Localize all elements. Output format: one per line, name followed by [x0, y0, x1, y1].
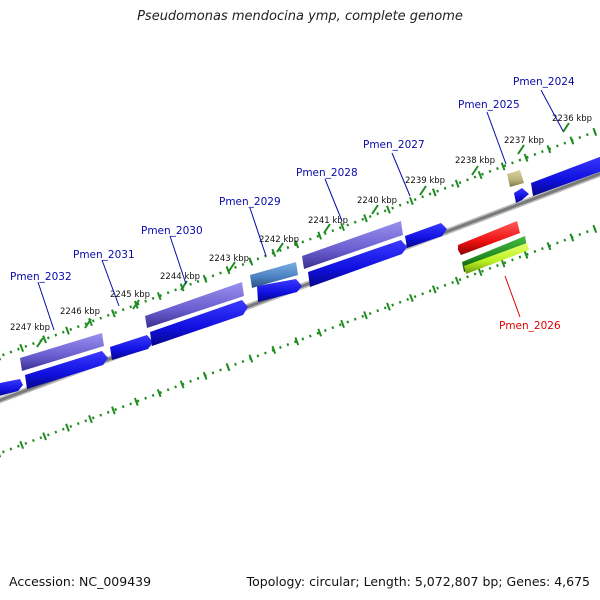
ruler-tick-mark — [386, 302, 391, 311]
tick-label-2241: 2241 kbp — [308, 216, 348, 226]
gene-label-pmen-2025[interactable]: Pmen_2025 — [458, 99, 520, 111]
ruler-tick-mark — [202, 274, 208, 283]
ruler-tick-mark — [19, 343, 25, 353]
ruler-tick-mark — [500, 259, 506, 268]
gene-bar-pmen-2029[interactable] — [250, 262, 298, 288]
ruler-tick-mark — [248, 257, 254, 266]
gene-bar-pmen-2028[interactable] — [302, 221, 403, 269]
ruler-tick-mark — [179, 380, 185, 389]
gene-label-pmen-2024[interactable]: Pmen_2024 — [513, 76, 575, 88]
tick-label-2238: 2238 kbp — [455, 156, 495, 166]
ruler-tick-mark — [546, 145, 552, 154]
ruler-tick-mark — [523, 153, 529, 162]
tick-label-2244: 2244 kbp — [160, 272, 200, 282]
ruler-tick-mark — [409, 196, 414, 206]
ruler-tick-mark — [592, 224, 598, 233]
ruler-tick-mark — [248, 354, 254, 363]
ruler-tick-mark — [569, 233, 575, 242]
ruler-tick-mark — [592, 127, 598, 136]
ruler-tick-mark — [271, 248, 277, 257]
gene-bar-pmen-2025[interactable] — [507, 170, 524, 187]
gene-label-pmen-2029[interactable]: Pmen_2029 — [219, 196, 281, 208]
ruler-tick-mark — [156, 291, 162, 301]
tick-label-2240: 2240 kbp — [357, 196, 397, 206]
ruler-tick-mark — [340, 222, 345, 232]
ruler-tick-mark — [500, 162, 506, 171]
tick-label-2239: 2239 kbp — [405, 176, 445, 186]
gene-labels: Pmen_2024 Pmen_2025 Pmen_2026 Pmen_2027 … — [10, 76, 575, 332]
ruler-tick-mark — [156, 388, 162, 398]
cds-arrow[interactable] — [514, 188, 529, 203]
tick-label-2236: 2236 kbp — [552, 114, 592, 124]
ruler-tick-mark — [42, 432, 47, 441]
ruler-tick-mark — [133, 397, 139, 406]
inner-ruler-major-ticks — [0, 224, 598, 458]
ruler-tick-mark — [569, 136, 575, 145]
gene-label-pmen-2031[interactable]: Pmen_2031 — [73, 249, 135, 261]
highlight-red-arrow[interactable] — [458, 221, 520, 255]
ruler-tick-mark — [454, 276, 460, 285]
cds-arrow[interactable] — [257, 279, 302, 302]
ruler-tick-mark — [202, 371, 208, 380]
gene-label-pmen-2026[interactable]: Pmen_2026 — [499, 320, 561, 332]
ruler-tick-mark — [431, 285, 437, 294]
cds-arrow[interactable] — [531, 155, 600, 196]
cds-arrow[interactable] — [110, 335, 153, 360]
ruler-tick-mark — [65, 326, 70, 335]
tick-label-2246: 2246 kbp — [60, 307, 100, 317]
ruler-tick-mark — [111, 309, 116, 318]
ruler-tick-mark — [386, 205, 391, 214]
tick-label-2243: 2243 kbp — [209, 254, 249, 264]
gene-bar-pmen-2030[interactable] — [145, 282, 244, 328]
ruler-tick-mark — [546, 242, 552, 251]
gene-label-pmen-2032[interactable]: Pmen_2032 — [10, 271, 72, 283]
ruler-tick-mark — [225, 266, 231, 275]
ruler-tick-mark — [65, 423, 70, 432]
cds-arrow[interactable] — [405, 223, 447, 248]
highlight-gene-stack — [458, 221, 529, 274]
ruler-tick-mark — [19, 440, 25, 450]
ruler-tick-mark — [42, 335, 47, 344]
gene-label-pmen-2030[interactable]: Pmen_2030 — [141, 225, 203, 237]
map-title: Pseudomonas mendocina ymp, complete geno… — [137, 9, 463, 24]
ruler-tick-mark — [88, 414, 93, 424]
tick-label-2237: 2237 kbp — [504, 136, 544, 146]
ruler-tick-mark — [477, 267, 483, 277]
tick-label-2247: 2247 kbp — [10, 323, 50, 333]
ruler-tick-mark — [111, 406, 116, 415]
gene-label-pmen-2028[interactable]: Pmen_2028 — [296, 167, 358, 179]
gene-features — [20, 170, 524, 371]
ruler-tick-mark — [363, 214, 368, 223]
ruler-tick-mark — [340, 319, 345, 329]
ruler-tick-mark — [523, 250, 529, 259]
cds-arrow[interactable] — [25, 351, 108, 389]
tick-labels: 2236 kbp 2237 kbp 2238 kbp 2239 kbp 2240… — [10, 114, 592, 348]
ruler-tick-mark — [317, 328, 323, 337]
cds-features — [0, 155, 600, 397]
highlight-yellow-bar[interactable] — [464, 243, 529, 274]
genome-summary: Topology: circular; Length: 5,072,807 bp… — [246, 574, 590, 589]
cds-arrow[interactable] — [308, 240, 407, 287]
ruler-tick-mark — [431, 188, 437, 197]
ruler-tick-mark — [317, 231, 323, 240]
cds-arrow[interactable] — [150, 300, 248, 346]
ruler-tick-mark — [294, 240, 300, 249]
ruler-tick-mark — [271, 345, 277, 354]
ruler-tick-mark — [477, 170, 483, 180]
accession-label: Accession: NC_009439 — [9, 574, 152, 589]
gene-label-pmen-2027[interactable]: Pmen_2027 — [363, 139, 425, 151]
cds-arrow[interactable] — [0, 379, 23, 397]
ruler-tick-mark — [363, 311, 368, 320]
ruler-tick-mark — [409, 293, 414, 303]
ruler-tick-mark — [454, 179, 460, 188]
ruler-tick-mark — [294, 337, 300, 346]
gene-bar-pmen-2032[interactable] — [20, 333, 104, 371]
tick-label-2245: 2245 kbp — [110, 290, 150, 300]
tick-label-2242: 2242 kbp — [259, 235, 299, 245]
ruler-tick-mark — [225, 363, 231, 372]
